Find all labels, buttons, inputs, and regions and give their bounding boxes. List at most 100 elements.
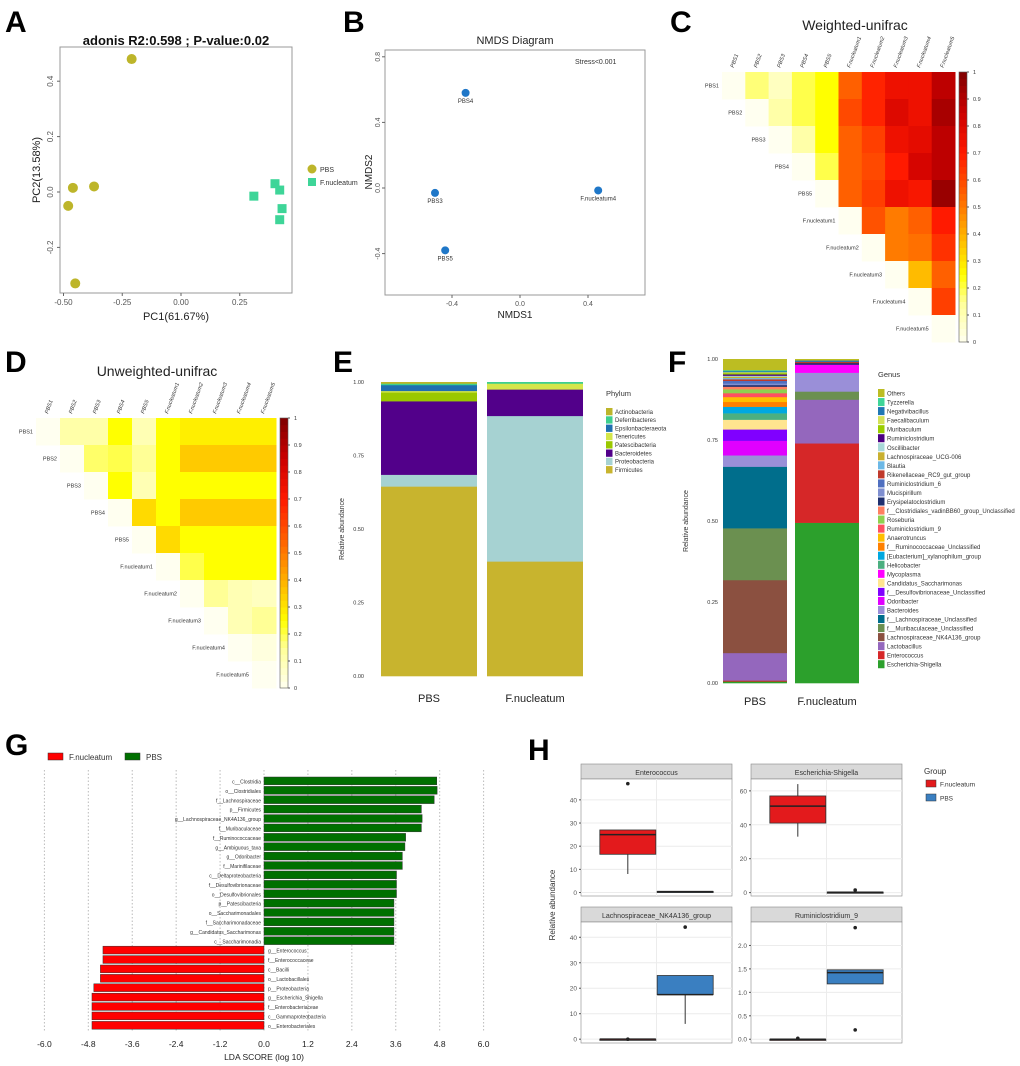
colorbar-tick-label: 0.2 bbox=[973, 286, 981, 292]
heatmap-cell bbox=[815, 99, 839, 127]
column-label: PBS4 bbox=[800, 53, 810, 68]
point-label: PBS3 bbox=[427, 199, 443, 205]
heatmap-cell bbox=[908, 261, 933, 289]
colorbar-segment bbox=[959, 112, 967, 120]
heatmap-cell bbox=[931, 234, 956, 262]
bar-label: o__Enterobacteriales bbox=[268, 1024, 316, 1030]
column-label: PBS4 bbox=[116, 399, 126, 414]
chart-title: Unweighted-unifrac bbox=[97, 363, 218, 379]
colorbar-tick-label: 0.8 bbox=[294, 470, 302, 476]
y-axis-label: Relative abundance bbox=[548, 869, 557, 940]
heatmap-cell bbox=[815, 180, 839, 208]
heatmap-cell bbox=[908, 153, 933, 181]
y-tick-label: 0.0 bbox=[375, 183, 382, 193]
lda-bar-pbs bbox=[263, 833, 406, 842]
heatmap-cell bbox=[931, 261, 956, 289]
legend-title: Group bbox=[924, 767, 947, 776]
heatmap-cell bbox=[228, 418, 253, 446]
colorbar-segment bbox=[959, 227, 967, 235]
lda-bar-pbs bbox=[263, 776, 438, 786]
heatmap-cell bbox=[908, 180, 933, 208]
data-point-pbs bbox=[70, 278, 81, 289]
colorbar-segment bbox=[959, 132, 967, 140]
data-point bbox=[594, 186, 603, 195]
lda-bar-pbs bbox=[263, 870, 397, 880]
plot-frame bbox=[59, 46, 293, 294]
stacked-bar-segment bbox=[723, 384, 787, 387]
y-tick-label: 20 bbox=[740, 856, 748, 863]
y-tick-label: 0.00 bbox=[353, 674, 364, 680]
lda-bar-pbs bbox=[263, 823, 422, 833]
heatmap-cell bbox=[204, 418, 229, 446]
heatmap-cell bbox=[838, 180, 863, 208]
heatmap-cell bbox=[108, 499, 133, 527]
y-tick-label: 20 bbox=[570, 844, 578, 851]
heatmap-cell bbox=[885, 99, 909, 127]
colorbar-segment bbox=[959, 315, 967, 323]
bar-label: f__Saccharimonadaceae bbox=[206, 921, 262, 927]
colorbar-segment bbox=[280, 586, 288, 594]
legend-label: Negativibacillus bbox=[887, 410, 929, 416]
bar-label: g__Enterococcus bbox=[268, 949, 307, 955]
heatmap-cell bbox=[252, 418, 277, 446]
stacked-bar-segment bbox=[381, 390, 477, 393]
bar-label: p__Proteobacteria bbox=[268, 986, 309, 992]
colorbar-segment bbox=[959, 301, 967, 309]
lda-bar-pbs bbox=[263, 898, 395, 908]
legend-swatch bbox=[878, 389, 885, 398]
stacked-bar-segment bbox=[723, 396, 787, 403]
legend-title: Phylum bbox=[606, 389, 631, 398]
plot-frame bbox=[384, 49, 646, 296]
colorbar-segment bbox=[959, 247, 967, 255]
stacked-bar-segment bbox=[487, 561, 583, 677]
x-tick-label: 0.25 bbox=[232, 298, 248, 307]
panel-letter-f: F bbox=[668, 346, 686, 379]
heatmap-cell bbox=[861, 180, 886, 208]
colorbar-segment bbox=[280, 634, 288, 642]
legend-label: Escherichia-Shigella bbox=[887, 663, 942, 669]
heatmap-cell bbox=[931, 315, 956, 343]
legend-label: Bacteroides bbox=[887, 609, 919, 615]
x-tick-label: 0.00 bbox=[173, 298, 189, 307]
colorbar-tick-label: 0.6 bbox=[294, 524, 302, 530]
bar-label: g__Ambiguous_taxa bbox=[215, 845, 261, 851]
heatmap-cell bbox=[252, 499, 277, 527]
colorbar-segment bbox=[280, 526, 288, 534]
heatmap-cell bbox=[156, 553, 181, 581]
heatmap-cell bbox=[861, 126, 886, 154]
heatmap-cell bbox=[108, 472, 133, 500]
stacked-bar-segment bbox=[795, 361, 859, 364]
legend-label: Rikenellaceae_RC9_gut_group bbox=[887, 473, 971, 479]
data-point-pbs bbox=[126, 54, 137, 65]
colorbar-tick-label: 1 bbox=[294, 416, 297, 422]
y-tick-label: 0.8 bbox=[375, 52, 382, 62]
colorbar-tick-label: 0.1 bbox=[294, 659, 302, 665]
legend-label: Blautia bbox=[887, 464, 906, 470]
legend-label: Enterococcus bbox=[887, 654, 923, 660]
legend-swatch bbox=[878, 551, 885, 560]
colorbar-segment bbox=[280, 445, 288, 453]
x-tick-label: -4.8 bbox=[81, 1039, 96, 1049]
heatmap-cell bbox=[60, 445, 85, 473]
heatmap-cell bbox=[60, 418, 85, 446]
y-tick-label: 0 bbox=[743, 890, 747, 897]
row-label: PBS2 bbox=[728, 111, 742, 117]
bar-label: f__Marinifilaceae bbox=[223, 864, 261, 870]
bar-label: c__Deltaproteobacteria bbox=[209, 874, 261, 880]
bar-label: p__Firmicutes bbox=[230, 808, 262, 814]
lda-bar-f-nucleatum bbox=[91, 1021, 265, 1030]
legend-label: Roseburia bbox=[887, 518, 915, 524]
lda-bar-pbs bbox=[263, 804, 422, 814]
heatmap-cell bbox=[791, 72, 816, 100]
legend-label: Mycoplasma bbox=[887, 572, 921, 578]
outlier-point bbox=[853, 888, 857, 892]
legend-swatch bbox=[878, 605, 885, 614]
colorbar-segment bbox=[280, 478, 288, 486]
y-tick-label: 0.4 bbox=[375, 117, 382, 127]
heatmap-cell bbox=[156, 418, 181, 446]
row-label: F.nucleatum2 bbox=[144, 592, 177, 598]
row-label: F.nucleatum1 bbox=[803, 219, 836, 225]
heatmap-cell bbox=[861, 153, 886, 181]
heatmap-cell bbox=[838, 126, 863, 154]
legend-swatch-pbs bbox=[307, 164, 317, 174]
